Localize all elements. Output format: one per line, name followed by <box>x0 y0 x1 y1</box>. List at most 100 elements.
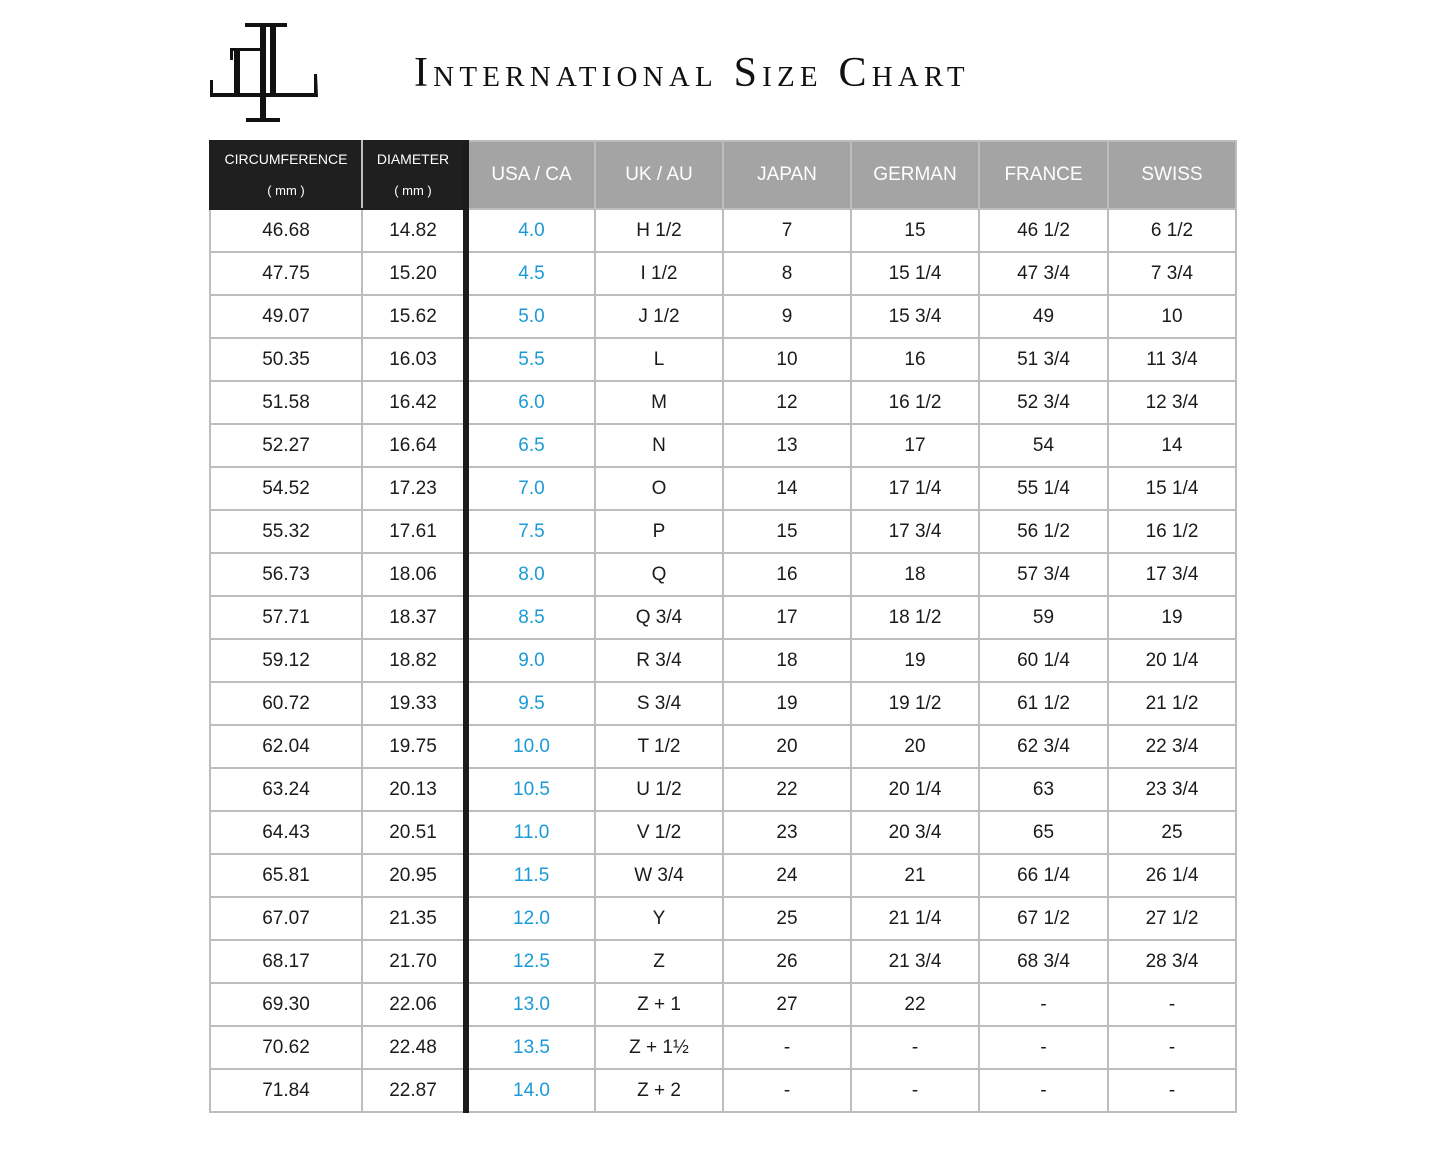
cell-circumference: 51.58 <box>209 380 363 425</box>
cell-uk-au: H 1/2 <box>594 208 724 253</box>
table-row: 57.71 18.37 8.5 Q 3/4 17 18 1/2 59 19 <box>209 595 1237 640</box>
cell-japan: 25 <box>722 896 852 941</box>
cell-german: - <box>850 1025 980 1070</box>
cell-diameter: 19.33 <box>361 681 469 726</box>
table-row: 60.72 19.33 9.5 S 3/4 19 19 1/2 61 1/2 21 1/2 <box>209 681 1237 726</box>
cell-swiss: 7 3/4 <box>1107 251 1237 296</box>
table-row: 67.07 21.35 12.0 Y 25 21 1/4 67 1/2 27 1/2 <box>209 896 1237 941</box>
cell-france: 55 1/4 <box>978 466 1109 511</box>
cell-circumference: 68.17 <box>209 939 363 984</box>
table-row: 63.24 20.13 10.5 U 1/2 22 20 1/4 63 23 3/4 <box>209 767 1237 812</box>
cell-swiss: 16 1/2 <box>1107 509 1237 554</box>
cell-uk-au: Q <box>594 552 724 597</box>
cell-japan: 9 <box>722 294 852 339</box>
cell-france: - <box>978 982 1109 1027</box>
cell-circumference: 67.07 <box>209 896 363 941</box>
cell-france: 54 <box>978 423 1109 468</box>
header-circumference: CIRCUMFERENCE( mm ) <box>209 140 363 210</box>
cell-circumference: 55.32 <box>209 509 363 554</box>
cell-usa-ca: 4.5 <box>465 251 596 296</box>
cell-circumference: 50.35 <box>209 337 363 382</box>
cell-uk-au: T 1/2 <box>594 724 724 769</box>
cell-japan: 8 <box>722 251 852 296</box>
cell-circumference: 49.07 <box>209 294 363 339</box>
cell-usa-ca: 11.5 <box>465 853 596 898</box>
cell-swiss: 20 1/4 <box>1107 638 1237 683</box>
cell-japan: 13 <box>722 423 852 468</box>
header-japan: JAPAN <box>722 140 852 210</box>
cell-swiss: 12 3/4 <box>1107 380 1237 425</box>
cell-japan: 7 <box>722 208 852 253</box>
cell-japan: 22 <box>722 767 852 812</box>
table-row: 49.07 15.62 5.0 J 1/2 9 15 3/4 49 10 <box>209 294 1237 339</box>
cell-diameter: 18.82 <box>361 638 469 683</box>
cell-german: 16 <box>850 337 980 382</box>
header-swiss: SWISS <box>1107 140 1237 210</box>
cell-circumference: 56.73 <box>209 552 363 597</box>
cell-france: 61 1/2 <box>978 681 1109 726</box>
table-row: 65.81 20.95 11.5 W 3/4 24 21 66 1/4 26 1/4 <box>209 853 1237 898</box>
table-row: 50.35 16.03 5.5 L 10 16 51 3/4 11 3/4 <box>209 337 1237 382</box>
cell-uk-au: J 1/2 <box>594 294 724 339</box>
cell-france: 59 <box>978 595 1109 640</box>
cell-circumference: 65.81 <box>209 853 363 898</box>
cell-german: 21 1/4 <box>850 896 980 941</box>
cell-diameter: 21.70 <box>361 939 469 984</box>
cell-circumference: 64.43 <box>209 810 363 855</box>
cell-circumference: 60.72 <box>209 681 363 726</box>
cell-usa-ca: 12.0 <box>465 896 596 941</box>
cell-japan: - <box>722 1025 852 1070</box>
table-row: 54.52 17.23 7.0 O 14 17 1/4 55 1/4 15 1/4 <box>209 466 1237 511</box>
cell-german: 19 <box>850 638 980 683</box>
cell-circumference: 71.84 <box>209 1068 363 1113</box>
cell-diameter: 19.75 <box>361 724 469 769</box>
header-uk-au: UK / AU <box>594 140 724 210</box>
cell-swiss: - <box>1107 982 1237 1027</box>
cell-swiss: 10 <box>1107 294 1237 339</box>
cell-japan: 26 <box>722 939 852 984</box>
cell-diameter: 20.13 <box>361 767 469 812</box>
table-row: 62.04 19.75 10.0 T 1/2 20 20 62 3/4 22 3/4 <box>209 724 1237 769</box>
size-chart-table: CIRCUMFERENCE( mm ) DIAMETER( mm ) USA /… <box>209 140 1237 1113</box>
header-france: FRANCE <box>978 140 1109 210</box>
cell-usa-ca: 8.5 <box>465 595 596 640</box>
cell-uk-au: S 3/4 <box>594 681 724 726</box>
cell-usa-ca: 7.0 <box>465 466 596 511</box>
cell-japan: 17 <box>722 595 852 640</box>
cell-usa-ca: 4.0 <box>465 208 596 253</box>
cell-german: 21 <box>850 853 980 898</box>
cell-usa-ca: 9.0 <box>465 638 596 683</box>
table-row: 69.30 22.06 13.0 Z + 1 27 22- - <box>209 982 1237 1027</box>
cell-japan: 23 <box>722 810 852 855</box>
cell-usa-ca: 10.0 <box>465 724 596 769</box>
cell-france: - <box>978 1025 1109 1070</box>
table-row: 56.73 18.06 8.0 Q 16 18 57 3/4 17 3/4 <box>209 552 1237 597</box>
cell-japan: 18 <box>722 638 852 683</box>
cell-usa-ca: 6.0 <box>465 380 596 425</box>
cell-swiss: - <box>1107 1068 1237 1113</box>
cell-france: 60 1/4 <box>978 638 1109 683</box>
cell-usa-ca: 11.0 <box>465 810 596 855</box>
table-body: 46.68 14.82 4.0 H 1/2 7 15 46 1/2 6 1/2 47.75 15.… <box>209 208 1237 1113</box>
cell-circumference: 54.52 <box>209 466 363 511</box>
cell-uk-au: O <box>594 466 724 511</box>
cell-circumference: 46.68 <box>209 208 363 253</box>
cell-uk-au: W 3/4 <box>594 853 724 898</box>
cell-france: 51 3/4 <box>978 337 1109 382</box>
cell-uk-au: Z + 2 <box>594 1068 724 1113</box>
cell-uk-au: V 1/2 <box>594 810 724 855</box>
cell-france: 56 1/2 <box>978 509 1109 554</box>
cell-uk-au: Y <box>594 896 724 941</box>
cell-france: 63 <box>978 767 1109 812</box>
cell-uk-au: L <box>594 337 724 382</box>
header-row: CIRCUMFERENCE( mm ) DIAMETER( mm ) USA /… <box>209 140 1237 210</box>
cell-japan: 24 <box>722 853 852 898</box>
cell-diameter: 18.06 <box>361 552 469 597</box>
cell-german: 15 <box>850 208 980 253</box>
cell-uk-au: Z + 1½ <box>594 1025 724 1070</box>
cell-german: 17 1/4 <box>850 466 980 511</box>
cell-german: - <box>850 1068 980 1113</box>
cell-swiss: - <box>1107 1025 1237 1070</box>
cell-france: 49 <box>978 294 1109 339</box>
page-title: International Size Chart <box>414 50 970 96</box>
